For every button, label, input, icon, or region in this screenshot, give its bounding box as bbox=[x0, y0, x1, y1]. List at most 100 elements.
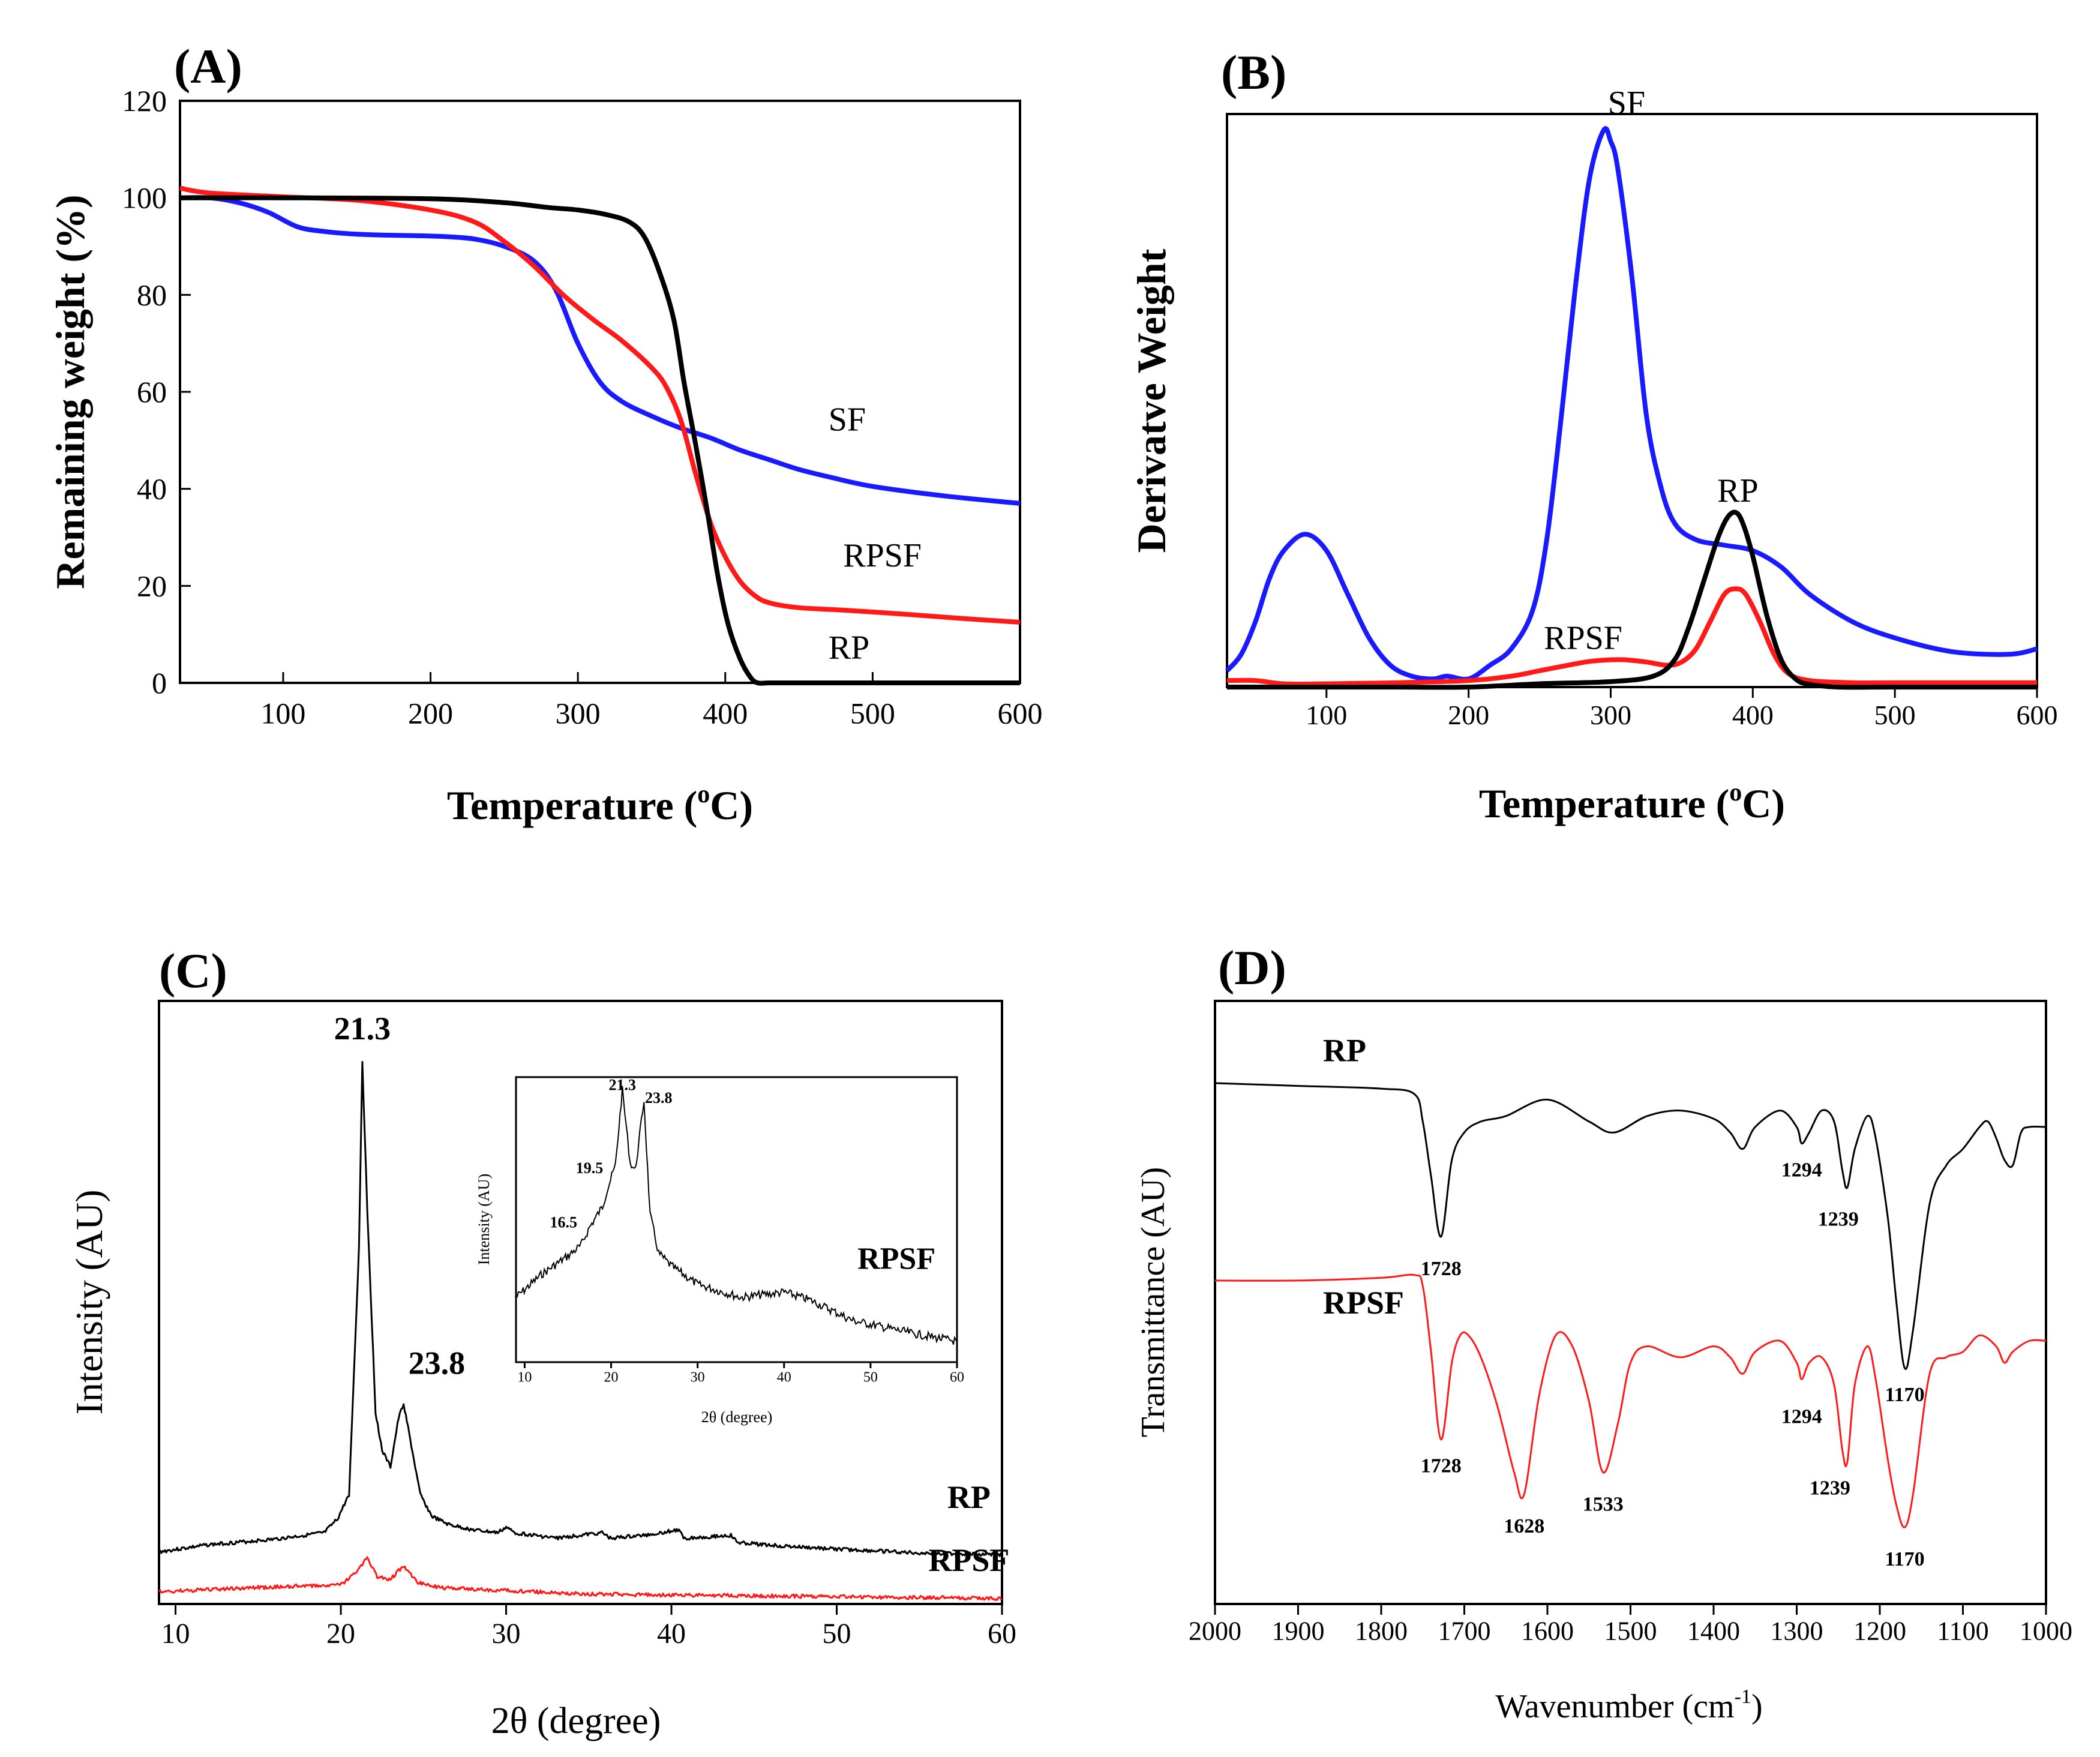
panel-a: (A) 100 200 300 400 500 600 0 20 40 60 80 100 120 SF… bbox=[47, 39, 1043, 828]
panel-b-xtick-label: 500 bbox=[1874, 700, 1916, 730]
panel-d-annotation: 1533 bbox=[1583, 1494, 1624, 1516]
panel-c-inset-xtick-label: 30 bbox=[691, 1369, 705, 1385]
panel-a-xtick-label: 500 bbox=[850, 697, 895, 730]
panel-d-annotation: 1628 bbox=[1504, 1515, 1544, 1537]
panel-a-ytick-label: 80 bbox=[137, 278, 167, 311]
panel-a-ylabel: Remaining weight (%) bbox=[47, 194, 93, 589]
panel-a-series-rpsf bbox=[179, 185, 1021, 625]
panel-d-annotation: 1294 bbox=[1781, 1406, 1822, 1428]
panel-b-plot-frame bbox=[1226, 113, 2038, 688]
panel-a-series-sf bbox=[179, 195, 1021, 506]
panel-c-inset-xtick-label: 60 bbox=[950, 1369, 964, 1385]
panel-a-plot-frame bbox=[179, 100, 1021, 684]
panel-a-ytick-label: 20 bbox=[137, 569, 167, 602]
panel-d-series-rp bbox=[1214, 1082, 2047, 1370]
panel-c-annotation: RP bbox=[947, 1479, 991, 1515]
panel-a-annotation: RPSF bbox=[843, 537, 922, 574]
panel-b-annotation: RP bbox=[1717, 472, 1759, 509]
panel-b-xtick-label: 300 bbox=[1590, 700, 1631, 730]
panel-a-series-rp bbox=[179, 195, 1020, 686]
panel-d-xtick-label: 1500 bbox=[1604, 1616, 1657, 1645]
panel-b-xtick-label: 100 bbox=[1306, 700, 1347, 730]
panel-a-annotation: RP bbox=[829, 629, 870, 667]
panel-d-annotation: RP bbox=[1323, 1033, 1366, 1069]
panel-a-xtick-label: 400 bbox=[703, 697, 748, 730]
panel-c-annotation: RPSF bbox=[928, 1542, 1009, 1578]
panel-c-inset-xtick-label: 10 bbox=[517, 1369, 532, 1385]
panel-d-xtick-label: 1600 bbox=[1521, 1616, 1574, 1645]
panel-a-xtick-label: 100 bbox=[260, 697, 305, 730]
panel-a-label: (A) bbox=[174, 39, 242, 94]
panel-d-label: (D) bbox=[1218, 940, 1286, 995]
panel-d-xtick-label: 2000 bbox=[1189, 1616, 1241, 1645]
panel-c-ylabel: Intensity (AU) bbox=[68, 1189, 110, 1414]
panel-a-ytick-label: 40 bbox=[137, 472, 167, 506]
panel-b-series-rp bbox=[1227, 509, 2037, 690]
panel-d-annotation: 1294 bbox=[1781, 1159, 1822, 1181]
panel-c-xtick-label: 20 bbox=[326, 1618, 355, 1650]
panel-d-annotation: 1239 bbox=[1810, 1477, 1850, 1499]
panel-a-ytick-label: 0 bbox=[152, 666, 167, 700]
panel-d-xlabel: Wavenumber (cm-1) bbox=[1495, 1686, 1762, 1725]
panel-c-series-rp bbox=[158, 1061, 1003, 1557]
panel-b: (B) 100 200 300 400 500 600 SF RP RPSF Derivatv… bbox=[1129, 45, 2058, 826]
panel-c-xtick-label: 10 bbox=[161, 1618, 190, 1650]
panel-d-annotation: 1728 bbox=[1421, 1455, 1462, 1477]
panel-c-xtick-label: 40 bbox=[657, 1618, 686, 1650]
panel-b-label: (B) bbox=[1221, 45, 1286, 100]
panel-d-xtick-label: 1200 bbox=[1853, 1616, 1906, 1645]
panel-c-xtick-label: 30 bbox=[492, 1618, 521, 1650]
panel-a-xtick-label: 200 bbox=[408, 697, 453, 730]
panel-b-ylabel: Derivatve Weight bbox=[1129, 248, 1174, 553]
panel-c-inset-frame bbox=[515, 1076, 958, 1363]
panel-c-annotation: 23.8 bbox=[409, 1345, 466, 1381]
panel-c-inset-series-rpsf bbox=[515, 1086, 958, 1345]
panel-a-annotation: SF bbox=[829, 401, 866, 439]
panel-b-xtick-label: 200 bbox=[1448, 700, 1489, 730]
panel-b-annotation: RPSF bbox=[1544, 619, 1622, 656]
panel-a-ytick-label: 100 bbox=[122, 181, 167, 215]
panel-a-xlabel: Temperature (oC) bbox=[447, 781, 753, 828]
panel-b-xtick-label: 400 bbox=[1732, 700, 1774, 730]
panel-c-plot-frame bbox=[158, 1000, 1003, 1605]
panel-d-annotation: 1170 bbox=[1885, 1548, 1924, 1570]
panel-a-xtick-label: 600 bbox=[998, 697, 1043, 730]
panel-d-xtick-label: 1400 bbox=[1687, 1616, 1740, 1645]
panel-a-xtick-label: 300 bbox=[556, 697, 601, 730]
panel-d-annotation: RPSF bbox=[1323, 1285, 1404, 1321]
panel-c-xlabel: 2θ (degree) bbox=[491, 1701, 661, 1741]
panel-c-inset-annotation: 16.5 bbox=[550, 1213, 578, 1231]
panel-c-inset: 10 20 30 40 50 60 21.3 23.8 19.5 16.5 RPSF Intens… bbox=[475, 1076, 964, 1426]
panel-c-inset-xtick-label: 40 bbox=[777, 1369, 791, 1385]
panel-c-inset-xtick-label: 50 bbox=[863, 1369, 878, 1385]
panel-d-xtick-label: 1800 bbox=[1355, 1616, 1408, 1645]
panel-c-inset-ylabel: Intensity (AU) bbox=[475, 1174, 493, 1265]
panel-a-ytick-label: 60 bbox=[137, 375, 167, 409]
panel-c-label: (C) bbox=[159, 943, 227, 998]
panel-d-annotation: 1239 bbox=[1818, 1209, 1859, 1231]
panel-d-xtick-label: 1100 bbox=[1937, 1616, 1988, 1645]
panel-b-xlabel: Temperature (oC) bbox=[1479, 779, 1785, 826]
panel-c-xtick-label: 60 bbox=[988, 1618, 1016, 1650]
panel-c-xtick-label: 50 bbox=[823, 1618, 851, 1650]
panel-c-inset-xlabel: 2θ (degree) bbox=[701, 1408, 773, 1426]
panel-b-series-rpsf bbox=[1226, 586, 2037, 687]
panel-d-xtick-label: 1900 bbox=[1272, 1616, 1325, 1645]
panel-d-xtick-label: 1300 bbox=[1771, 1616, 1823, 1645]
panel-c-annotation: 21.3 bbox=[334, 1011, 391, 1047]
panel-c: (C) 10 20 30 40 50 60 21.3 23.8 RP RPSF Intensit… bbox=[68, 943, 1016, 1741]
panel-d-series-rpsf bbox=[1214, 1273, 2047, 1528]
panel-b-xtick-label: 600 bbox=[2017, 700, 2058, 730]
panel-d: (D) 2000 1900 1800 1700 1600 1500 1400 1300 1200… bbox=[1135, 940, 2072, 1725]
panel-d-annotation: 1728 bbox=[1421, 1258, 1462, 1280]
panel-c-inset-annotation: 21.3 bbox=[609, 1077, 637, 1094]
panel-c-inset-xtick-label: 20 bbox=[604, 1369, 619, 1385]
panel-d-xtick-label: 1000 bbox=[2020, 1616, 2072, 1645]
panel-d-ylabel: Transmittance (AU) bbox=[1135, 1167, 1172, 1438]
panel-b-annotation: SF bbox=[1608, 85, 1645, 122]
panel-c-inset-annotation: 19.5 bbox=[576, 1159, 604, 1177]
panel-b-series-sf bbox=[1225, 126, 2038, 682]
panel-c-inset-label: RPSF bbox=[857, 1242, 935, 1276]
panel-d-xtick-label: 1700 bbox=[1438, 1616, 1491, 1645]
